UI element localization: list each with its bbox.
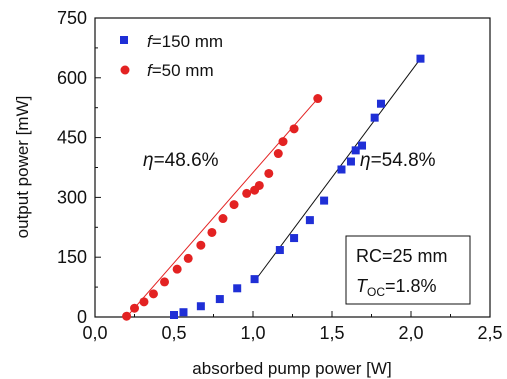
fit-line-series-1 <box>126 98 319 318</box>
y-tick-label: 450 <box>57 128 87 148</box>
data-point-circle <box>207 227 217 237</box>
legend-label-f50-rest: =50 mm <box>152 61 214 80</box>
data-point-circle <box>289 124 299 134</box>
x-tick-label: 0,0 <box>82 323 107 343</box>
data-point-circle <box>122 311 132 321</box>
data-point-circle <box>229 200 239 210</box>
data-point-square <box>337 165 346 174</box>
data-point-circle <box>278 137 288 147</box>
legend: f=150 mm f=50 mm <box>120 32 223 80</box>
data-point-circle <box>160 277 170 287</box>
legend-label-f150-prefix: f <box>147 32 154 51</box>
data-point-circle <box>172 264 182 274</box>
data-point-circle <box>196 240 206 250</box>
data-point-square <box>358 141 367 150</box>
y-tick-label: 300 <box>57 187 87 207</box>
data-point-square <box>179 308 188 317</box>
data-point-square <box>290 234 299 243</box>
data-point-circle <box>273 149 283 159</box>
eta-value-right: =54.8% <box>371 150 436 171</box>
eta-symbol-right: η <box>360 150 371 171</box>
legend-label-f150: f=150 mm <box>147 32 223 51</box>
y-axis-title: output power [mW] <box>13 96 32 239</box>
axes-layer: 0,0 0,5 1,0 1,5 2,0 2,5 0 150 300 450 600 750 <box>57 8 503 343</box>
data-point-square <box>370 113 379 122</box>
info-box: RC=25 mm TOC=1.8% <box>345 235 471 305</box>
toc-label: TOC=1.8% <box>356 276 437 299</box>
y-tick-label: 0 <box>77 307 87 327</box>
data-point-square <box>320 196 329 205</box>
data-point-square <box>351 146 360 155</box>
data-point-circle <box>183 253 193 263</box>
x-axis-title: absorbed pump power [W] <box>192 359 391 378</box>
data-points <box>122 54 425 321</box>
legend-marker-circle <box>120 65 130 75</box>
data-point-circle <box>242 188 252 198</box>
legend-marker-square <box>120 36 128 44</box>
data-point-square <box>376 99 385 108</box>
x-tick-label: 1,5 <box>319 323 344 343</box>
rc-label: RC=25 mm <box>356 246 448 266</box>
info-box-frame <box>345 235 471 305</box>
data-point-circle <box>148 289 158 299</box>
efficiency-annotation-f150: η=54.8% <box>360 150 436 171</box>
data-point-square <box>233 284 242 293</box>
y-tick-label: 750 <box>57 8 87 28</box>
data-point-square <box>170 311 178 320</box>
toc-value: =1.8% <box>385 276 437 296</box>
eta-symbol-left: η <box>143 150 154 171</box>
data-point-circle <box>130 303 139 313</box>
x-tick-label: 2,0 <box>398 323 423 343</box>
data-point-square <box>416 54 425 63</box>
data-point-square <box>275 246 284 255</box>
data-point-circle <box>218 214 228 224</box>
x-tick-label: 2,5 <box>477 323 502 343</box>
data-point-circle <box>139 297 149 307</box>
data-point-square <box>196 302 205 311</box>
y-tick-label: 150 <box>57 247 87 267</box>
x-tick-label: 0,5 <box>161 323 186 343</box>
data-point-square <box>215 295 224 304</box>
data-point-square <box>305 216 314 225</box>
data-point-circle <box>313 94 323 104</box>
data-point-square <box>250 275 259 284</box>
efficiency-annotation-f50: η=48.6% <box>143 150 219 171</box>
data-point-circle <box>254 180 264 190</box>
x-tick-label: 1,0 <box>240 323 265 343</box>
toc-symbol: T <box>356 276 369 296</box>
data-point-circle <box>264 168 274 178</box>
eta-value-left: =48.6% <box>154 150 219 171</box>
legend-label-f150-rest: =150 mm <box>152 32 223 51</box>
data-point-square <box>346 157 355 166</box>
legend-label-f50-prefix: f <box>147 61 154 80</box>
legend-label-f50: f=50 mm <box>147 61 214 80</box>
toc-subscript: OC <box>367 285 385 299</box>
y-tick-label: 600 <box>57 68 87 88</box>
